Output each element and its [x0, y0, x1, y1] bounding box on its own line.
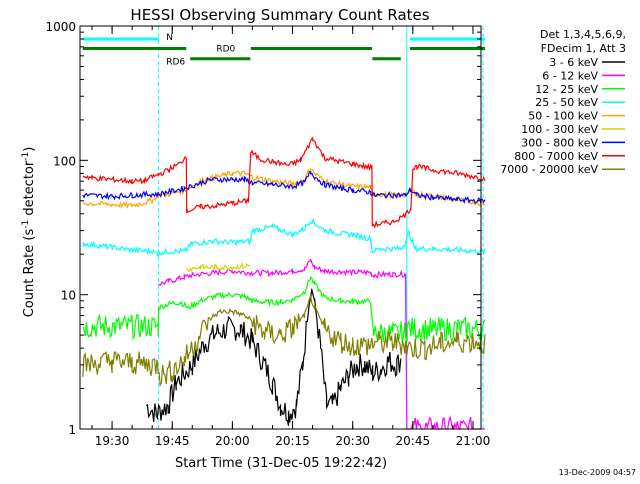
series-line [82, 295, 486, 387]
flag-bar-label: RD6 [166, 57, 185, 67]
series-line [186, 262, 251, 273]
legend-header: FDecim 1, Att 3 [541, 42, 626, 55]
y-tick-label: 1000 [45, 20, 76, 34]
x-tick-label: 19:30 [95, 434, 130, 448]
legend-header: Det 1,3,4,5,6,9, [540, 28, 626, 41]
x-tick-label: 20:30 [335, 434, 370, 448]
x-tick-label: 20:15 [275, 434, 310, 448]
series-line [82, 168, 486, 210]
chart-title: HESSI Observing Summary Count Rates [130, 6, 429, 24]
legend-entry-label: 50 - 100 keV [528, 110, 598, 123]
legend-entry-label: 100 - 300 keV [521, 123, 598, 136]
y-axis-label: Count Rate (s-1 detector-1) [21, 147, 37, 318]
x-tick-label: 21:00 [456, 434, 491, 448]
series-line [82, 136, 486, 229]
x-tick-label: 20:45 [396, 434, 431, 448]
x-tick-label: 19:45 [155, 434, 190, 448]
y-axis-label-sup: -1 [21, 152, 31, 161]
legend-entry-label: 800 - 7000 keV [514, 150, 598, 163]
series-line [82, 171, 486, 205]
plot-frame [79, 25, 482, 430]
series-line [82, 217, 486, 257]
legend-entry-label: 3 - 6 keV [549, 56, 598, 69]
legend-entry-label: 12 - 25 keV [535, 83, 598, 96]
legend-entry-label: 25 - 50 keV [535, 96, 598, 109]
plot-area: N RD0 RD6 19:30 19:45 20:00 20:15 20:30 20:45 21:… [45, 20, 490, 448]
y-axis-label-part: detector [22, 160, 37, 220]
y-axis-label-part: Count Rate (s [22, 229, 37, 318]
render-timestamp: 13-Dec-2009 04:57 [559, 468, 636, 477]
series-line [157, 258, 485, 431]
x-axis-label: Start Time (31-Dec-05 19:22:42) [175, 456, 387, 471]
flag-bar-label: N [166, 33, 173, 43]
legend: Det 1,3,4,5,6,9,FDecim 1, Att 33 - 6 keV… [500, 28, 626, 176]
legend-entry-label: 6 - 12 keV [542, 69, 598, 82]
y-axis-label-sup: -1 [21, 220, 31, 229]
series-line [145, 288, 402, 426]
x-tick-label: 20:00 [215, 434, 250, 448]
y-tick-label: 10 [61, 289, 76, 303]
svg-text:Count Rate (s-1 detector-1): Count Rate (s-1 detector-1) [21, 147, 37, 318]
legend-entry-label: 300 - 800 keV [521, 136, 598, 149]
series-line [82, 276, 486, 346]
y-tick-label: 1 [68, 423, 76, 437]
y-axis-label-part: ) [22, 147, 37, 152]
y-tick-label: 100 [53, 154, 76, 168]
legend-entry-label: 7000 - 20000 keV [500, 163, 598, 176]
flag-bar-label: RD0 [216, 45, 235, 55]
